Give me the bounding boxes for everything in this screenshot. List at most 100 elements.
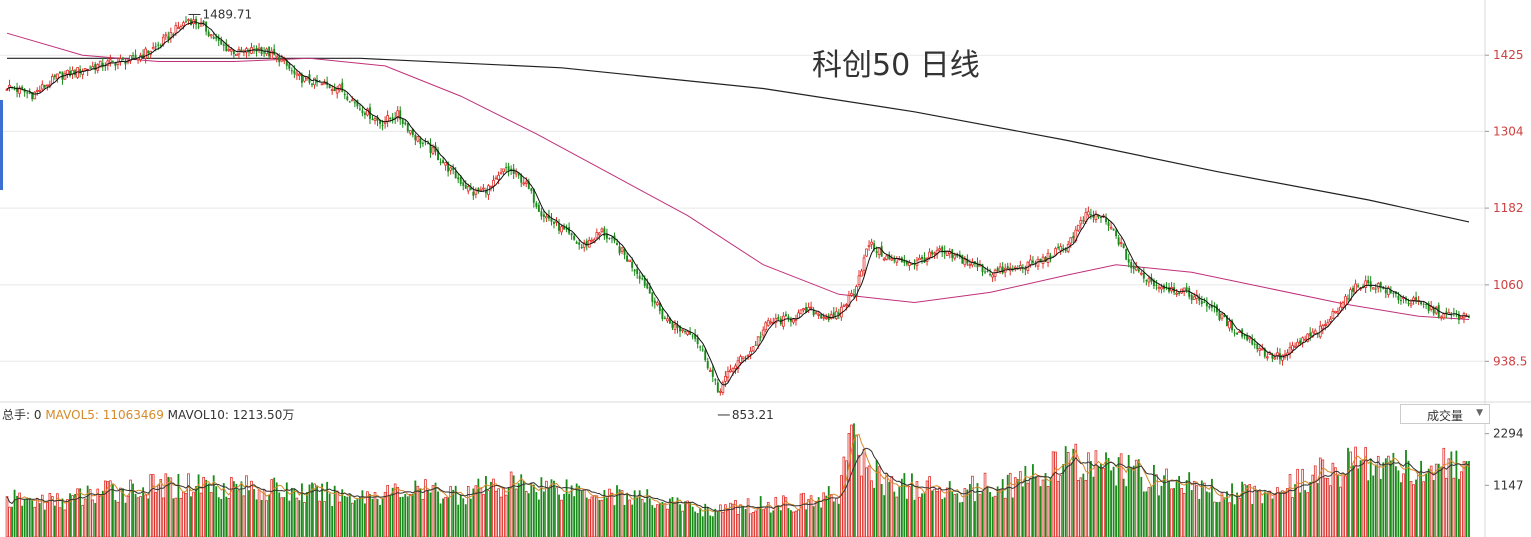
candle-body-208 [530, 188, 533, 191]
candle-body-51 [134, 54, 137, 59]
volume-bars [5, 423, 1470, 537]
candle-body-59 [154, 46, 157, 48]
candle-body-108 [278, 56, 281, 63]
volume-bar-297 [754, 510, 757, 537]
volume-bar-474 [1200, 480, 1203, 537]
volume-bar-66 [172, 498, 175, 537]
volume-bar-517 [1309, 481, 1312, 537]
candle-body-217 [553, 221, 555, 224]
candle-body-277 [704, 350, 707, 361]
candle-body-347 [880, 246, 883, 257]
candle-body-547 [1384, 289, 1387, 294]
volume-bar-279 [709, 515, 712, 537]
candle-body-106 [273, 49, 276, 55]
candle-body-272 [691, 335, 694, 337]
candle-body-515 [1303, 338, 1307, 341]
candle-body-448 [1134, 267, 1138, 271]
candle-body-296 [751, 346, 755, 352]
candle-body-438 [1109, 226, 1113, 229]
candle-body-6 [21, 86, 24, 90]
candle-body-351 [890, 258, 894, 261]
volume-bar-26 [71, 495, 74, 537]
volume-bar-466 [1180, 488, 1183, 537]
volume-bar-509 [1288, 474, 1292, 537]
volume-bar-547 [1384, 458, 1387, 537]
volume-bar-212 [540, 477, 543, 537]
price-tick-label-0: 1425 [1493, 48, 1524, 62]
candle-body-306 [777, 316, 780, 320]
volume-bar-518 [1311, 474, 1315, 537]
volume-bar-553 [1400, 482, 1402, 537]
volume-bar-76 [197, 474, 200, 537]
volume-bar-36 [96, 488, 100, 537]
volume-bar-224 [570, 485, 573, 537]
candle-body-215 [547, 215, 550, 219]
volume-bar-120 [308, 484, 311, 537]
volume-bar-135 [346, 496, 349, 537]
candle-body-552 [1397, 295, 1400, 300]
volume-bar-255 [648, 498, 651, 537]
volume-bar-213 [542, 491, 545, 537]
candle-body-389 [986, 270, 989, 272]
volume-bar-355 [900, 478, 903, 537]
candle-body-77 [199, 22, 203, 27]
candle-body-484 [1226, 315, 1228, 327]
candle-body-388 [984, 271, 986, 273]
candle-body-185 [472, 191, 475, 196]
volume-bar-563 [1425, 473, 1428, 537]
volume-bar-538 [1361, 460, 1365, 537]
volume-bar-549 [1389, 460, 1392, 537]
candle-body-404 [1024, 268, 1027, 270]
candle-body-362 [918, 257, 921, 261]
candle-body-126 [323, 82, 326, 85]
volume-bar-274 [696, 512, 699, 537]
volume-bar-470 [1190, 490, 1193, 537]
candle-body-211 [537, 204, 540, 212]
candle-body-451 [1142, 272, 1145, 279]
candle-body-478 [1210, 305, 1213, 308]
candle-body-385 [976, 262, 979, 268]
candle-body-248 [631, 261, 634, 268]
candle-body-251 [638, 275, 641, 280]
volume-bar-191 [487, 490, 490, 537]
volume-bar-475 [1203, 482, 1206, 537]
volume-bar-192 [490, 481, 492, 537]
volume-bar-229 [582, 489, 586, 537]
volume-bar-270 [686, 500, 689, 537]
volume-bar-394 [998, 489, 1002, 537]
volume-bar-320 [812, 506, 815, 537]
volume-bar-268 [681, 510, 684, 537]
candle-body-461 [1168, 287, 1170, 292]
volume-bar-57 [149, 474, 152, 537]
volume-bar-496 [1256, 490, 1259, 537]
volume-bar-16 [46, 502, 49, 537]
candle-body-252 [641, 278, 644, 280]
volume-bar-138 [353, 500, 356, 537]
volume-bar-54 [142, 487, 145, 537]
volume-bar-540 [1367, 480, 1370, 537]
candle-body-564 [1427, 303, 1430, 312]
volume-bar-168 [429, 492, 432, 537]
candle-body-96 [248, 51, 250, 53]
candle-body-239 [608, 237, 611, 239]
candle-body-273 [694, 334, 697, 339]
volume-bar-125 [321, 483, 323, 537]
volume-bar-225 [573, 496, 576, 537]
volume-bar-11 [33, 506, 37, 537]
volume-bar-32 [86, 485, 89, 537]
volume-bar-524 [1326, 478, 1330, 537]
volume-bar-187 [477, 478, 480, 537]
volume-bar-313 [794, 510, 798, 537]
candle-body-495 [1253, 343, 1256, 345]
volume-indicator-select[interactable]: 成交量 ▼ [1400, 404, 1490, 424]
volume-bar-129 [331, 506, 334, 537]
candle-body-357 [905, 261, 908, 265]
candle-body-519 [1313, 330, 1317, 334]
volume-bar-62 [161, 497, 165, 537]
volume-bar-407 [1032, 464, 1034, 537]
volume-bar-304 [772, 510, 775, 537]
volume-bar-332 [842, 456, 846, 537]
candle-body-546 [1382, 287, 1385, 289]
candle-body-310 [787, 316, 790, 319]
volume-bar-376 [953, 494, 957, 537]
